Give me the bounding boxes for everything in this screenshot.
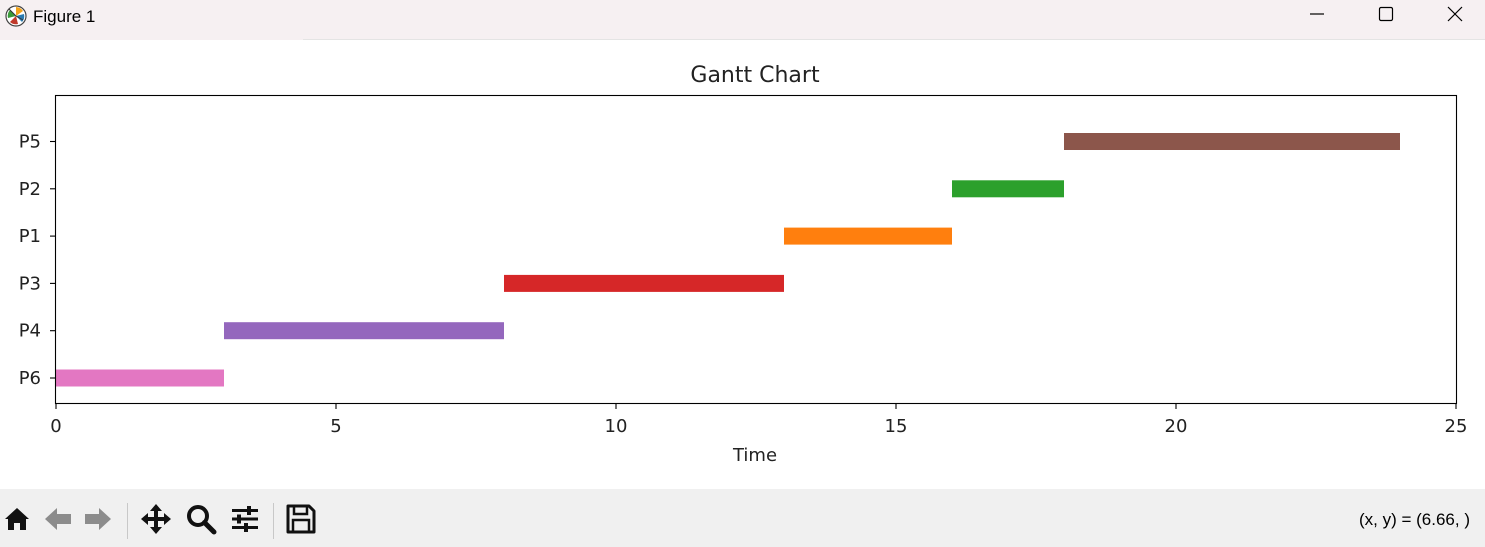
y-tick-label: P1 (19, 226, 41, 247)
title-bar-divider (303, 39, 1485, 40)
y-tick-label: P3 (19, 273, 41, 294)
bar-p6 (56, 369, 224, 387)
y-tick-label: P4 (19, 321, 41, 342)
x-tick-label: 5 (330, 416, 341, 437)
y-tick-label: P2 (19, 179, 41, 200)
zoom-icon (185, 503, 217, 539)
x-axis: 0 5 10 15 20 25 (50, 403, 1467, 437)
y-tick-label: P5 (19, 132, 41, 153)
gantt-chart: Gantt Chart 0 5 10 15 20 25 P6 P4 P3 P1 P2 P5 Time (19, 63, 1468, 466)
bar-p3 (504, 274, 784, 292)
x-tick-label: 20 (1165, 416, 1188, 437)
home-icon (2, 504, 32, 538)
figure-canvas[interactable]: Gantt Chart 0 5 10 15 20 25 P6 P4 P3 P1 P2 P5 Time (0, 40, 1485, 489)
x-tick-label: 15 (885, 416, 908, 437)
back-button[interactable] (41, 504, 75, 538)
x-tick-label: 10 (605, 416, 628, 437)
close-button[interactable] (1432, 0, 1478, 32)
chart-title: Gantt Chart (690, 63, 820, 88)
pan-button[interactable] (139, 504, 173, 538)
sliders-icon (229, 504, 261, 538)
x-axis-label: Time (732, 445, 777, 466)
matplotlib-logo-icon (5, 5, 27, 27)
save-button[interactable] (284, 504, 318, 538)
bar-p4 (224, 322, 504, 340)
bar-p2 (952, 180, 1064, 198)
toolbar-separator (273, 503, 274, 539)
save-icon (285, 503, 317, 539)
close-icon (1447, 6, 1463, 26)
x-tick-label: 0 (50, 416, 61, 437)
toolbar-separator (127, 503, 128, 539)
navigation-toolbar: (x, y) = (6.66, ) (0, 489, 1485, 547)
zoom-button[interactable] (184, 504, 218, 538)
back-arrow-icon (42, 504, 74, 538)
bars-layer (56, 133, 1400, 387)
forward-button[interactable] (81, 504, 115, 538)
home-button[interactable] (0, 504, 34, 538)
x-tick-label: 25 (1445, 416, 1468, 437)
window-title: Figure 1 (33, 7, 96, 26)
plot-area-frame (54, 94, 1458, 405)
move-icon (140, 503, 172, 539)
maximize-button[interactable] (1363, 0, 1409, 32)
y-tick-label: P6 (19, 368, 41, 389)
maximize-icon (1378, 6, 1394, 26)
bar-p1 (784, 227, 952, 245)
forward-arrow-icon (82, 504, 114, 538)
y-axis: P6 P4 P3 P1 P2 P5 (19, 132, 56, 389)
title-bar: Figure 1 (0, 0, 1485, 40)
cursor-coordinates: (x, y) = (6.66, ) (1359, 510, 1470, 529)
bar-p5 (1064, 133, 1400, 150)
minimize-icon (1309, 6, 1325, 26)
configure-subplots-button[interactable] (228, 504, 262, 538)
minimize-button[interactable] (1294, 0, 1340, 32)
